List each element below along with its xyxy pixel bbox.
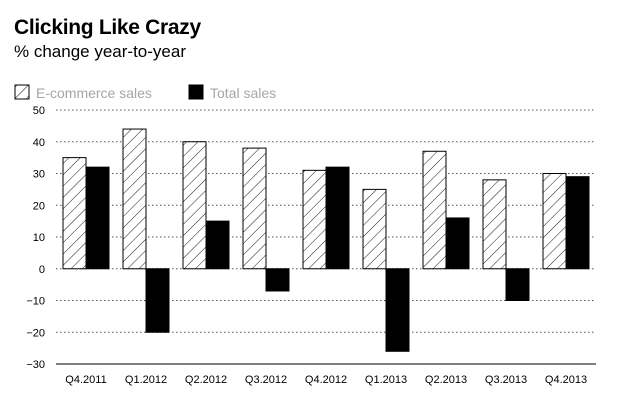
- y-tick-label: −20: [26, 327, 45, 339]
- legend-label-ecommerce: E-commerce sales: [36, 85, 152, 101]
- x-tick-label: Q4.2012: [305, 374, 347, 386]
- total-sales-bar: [265, 268, 290, 292]
- legend: E-commerce sales Total sales: [14, 84, 276, 101]
- gridlines: [56, 109, 596, 365]
- total-sales-bar: [145, 268, 170, 333]
- x-tick-label: Q3.2012: [245, 374, 287, 386]
- ecommerce-bar: [182, 141, 207, 270]
- legend-label-total-sales: Total sales: [210, 85, 276, 101]
- ecommerce-bar: [62, 157, 87, 270]
- total-sales-bar: [385, 268, 410, 352]
- y-tick-label: 0: [39, 264, 45, 276]
- ecommerce-bar: [242, 147, 267, 270]
- x-tick-label: Q4.2013: [545, 374, 587, 386]
- ecommerce-bar: [302, 169, 327, 270]
- x-tick-label: Q4.2011: [65, 374, 106, 386]
- total-sales-bar: [205, 220, 230, 270]
- bars: [62, 128, 590, 352]
- x-tick-label: Q3.2013: [485, 374, 527, 386]
- ecommerce-bar: [362, 188, 387, 270]
- chart-subtitle: % change year-to-year: [14, 42, 186, 61]
- x-tick-label: Q1.2013: [365, 374, 407, 386]
- y-tick-label: −30: [26, 359, 45, 371]
- legend-swatch-ecommerce: [14, 84, 30, 100]
- ecommerce-bar: [422, 150, 447, 270]
- x-tick-label: Q2.2013: [425, 374, 467, 386]
- y-axis: −30 −20 −10 0 10 20 30 40 50: [26, 105, 45, 371]
- y-tick-label: 30: [33, 169, 45, 181]
- y-tick-label: 50: [33, 105, 45, 117]
- y-tick-label: −10: [26, 296, 45, 308]
- x-axis: Q4.2011 Q1.2012 Q2.2012 Q3.2012 Q4.2012 Q1.20…: [65, 374, 587, 386]
- x-tick-label: Q2.2012: [185, 374, 227, 386]
- y-tick-label: 40: [33, 137, 45, 149]
- total-sales-bar: [565, 176, 590, 270]
- y-tick-label: 20: [33, 200, 45, 212]
- x-tick-label: Q1.2012: [125, 374, 167, 386]
- total-sales-bar: [445, 217, 470, 270]
- ecommerce-bar: [122, 128, 147, 270]
- total-sales-bar: [325, 166, 350, 270]
- total-sales-bar: [505, 268, 530, 301]
- legend-swatch-total-sales: [188, 84, 204, 100]
- ecommerce-bar: [542, 173, 567, 270]
- y-tick-label: 10: [33, 232, 45, 244]
- chart-title: Clicking Like Crazy: [14, 16, 201, 39]
- total-sales-bar: [85, 166, 110, 270]
- ecommerce-bar: [482, 179, 507, 270]
